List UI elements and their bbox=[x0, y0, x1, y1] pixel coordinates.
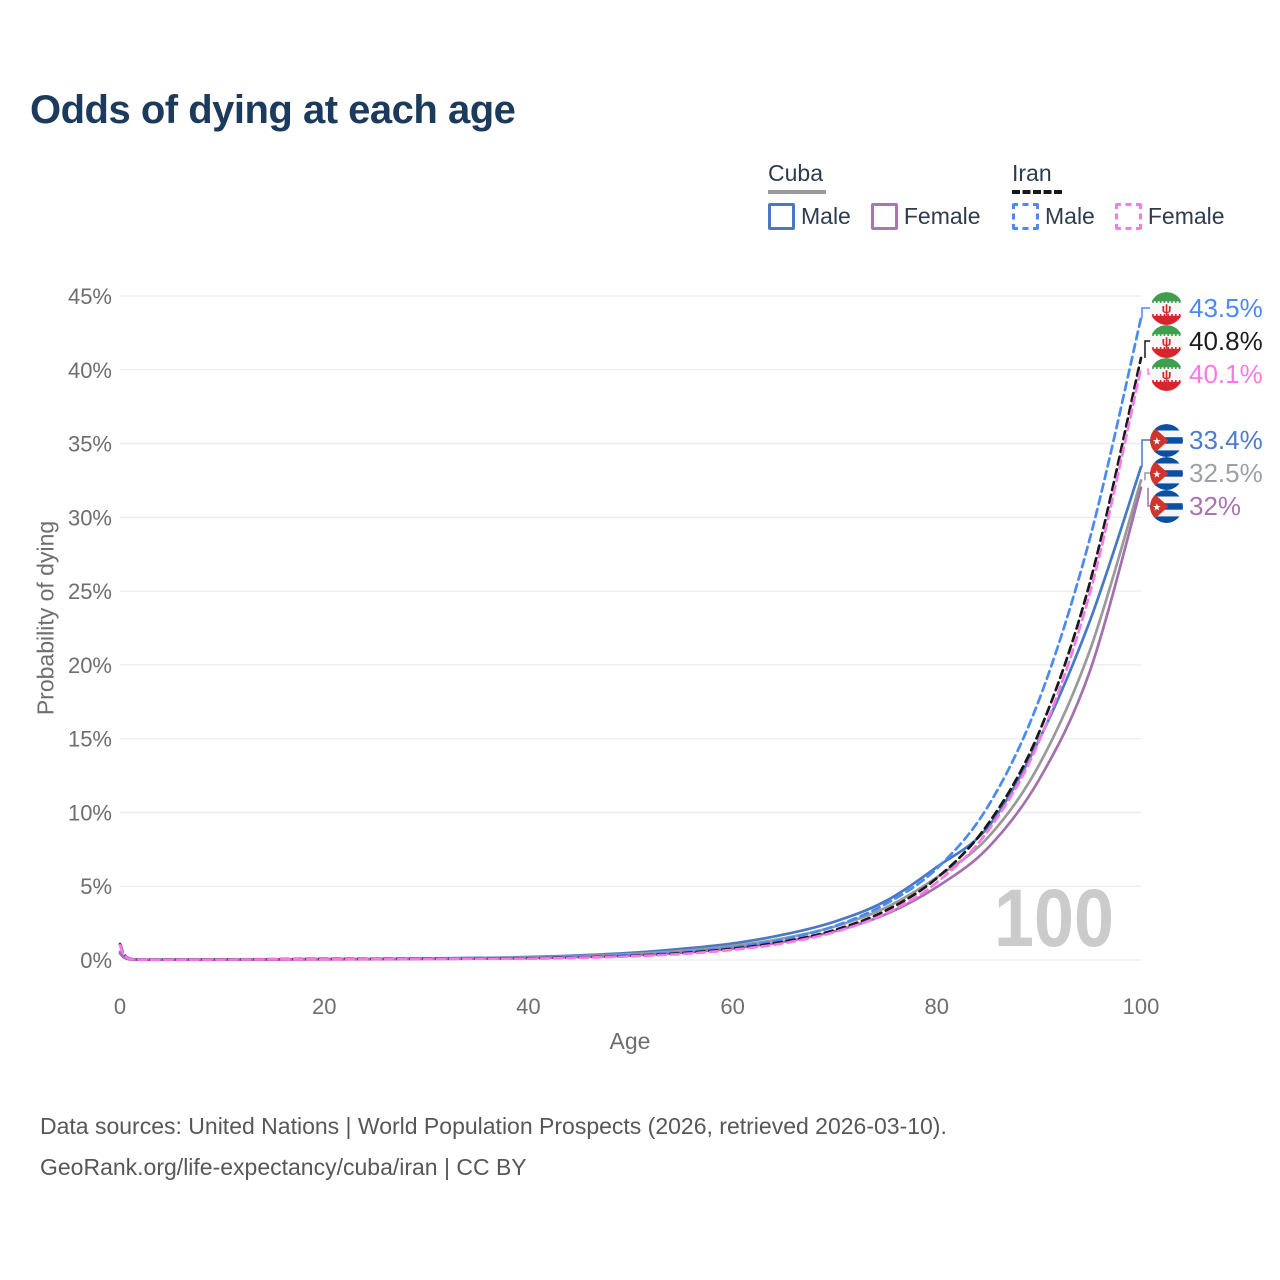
svg-text:ψ: ψ bbox=[1162, 367, 1172, 382]
x-tick-label: 80 bbox=[925, 994, 949, 1019]
y-axis-title: Probability of dying bbox=[32, 520, 59, 716]
svg-text:★: ★ bbox=[1152, 502, 1161, 513]
end-label-row[interactable]: ★ 32.5% bbox=[1150, 456, 1263, 490]
end-label-value: 32.5% bbox=[1189, 457, 1263, 488]
data-sources-line: Data sources: United Nations | World Pop… bbox=[40, 1113, 947, 1139]
legend-label: Male bbox=[801, 203, 851, 229]
end-label-row[interactable]: ψ 40.1% bbox=[1150, 357, 1263, 391]
y-tick-label: 40% bbox=[68, 358, 112, 383]
x-axis-title: Age bbox=[609, 1028, 651, 1054]
end-label-value: 40.1% bbox=[1189, 358, 1263, 389]
legend-item-iran-female[interactable]: Female bbox=[1114, 203, 1225, 230]
iran-flag-icon: ψ bbox=[1150, 291, 1183, 325]
x-tick-label: 100 bbox=[1123, 994, 1160, 1019]
svg-text:★: ★ bbox=[1152, 436, 1161, 447]
hovered-age-watermark: 100 bbox=[994, 873, 1114, 964]
series-line-iran-female[interactable] bbox=[118, 366, 1143, 961]
y-tick-label: 0% bbox=[80, 948, 112, 973]
cuba-male-swatch-icon bbox=[768, 203, 795, 230]
y-tick-label: 35% bbox=[68, 432, 112, 457]
series-line-iran-all[interactable] bbox=[118, 356, 1143, 961]
legend-group-iran: Iran Male Female bbox=[1012, 160, 1225, 230]
page-title: Odds of dying at each age bbox=[30, 88, 516, 132]
y-tick-label: 5% bbox=[80, 874, 112, 899]
legend-item-cuba-male[interactable]: Male bbox=[768, 203, 851, 230]
cuba-female-swatch-icon bbox=[870, 203, 898, 230]
end-label-value: 43.5% bbox=[1189, 292, 1263, 323]
series-line-cuba-female[interactable] bbox=[118, 486, 1143, 962]
end-label-row[interactable]: ψ 43.5% bbox=[1150, 291, 1263, 325]
legend-group-cuba: Cuba Male Female bbox=[768, 160, 981, 230]
iran-flag-icon: ψ bbox=[1150, 357, 1183, 391]
end-label-value: 40.8% bbox=[1189, 325, 1263, 356]
end-label-value: 33.4% bbox=[1189, 424, 1263, 455]
x-tick-label: 60 bbox=[720, 994, 744, 1019]
legend-label: Female bbox=[1147, 203, 1225, 229]
series-line-iran-male[interactable] bbox=[118, 316, 1143, 961]
attribution-line: GeoRank.org/life-expectancy/cuba/iran | … bbox=[40, 1154, 527, 1180]
legend-item-iran-male[interactable]: Male bbox=[1012, 203, 1095, 230]
legend-country-cuba[interactable]: Cuba bbox=[768, 160, 823, 186]
series-line-cuba-all[interactable] bbox=[118, 479, 1143, 962]
cuba-all-line-swatch bbox=[768, 190, 826, 194]
cuba-flag-icon: ★ bbox=[1150, 423, 1183, 457]
x-tick-label: 0 bbox=[114, 994, 126, 1019]
y-tick-label: 10% bbox=[68, 800, 112, 825]
svg-text:ψ: ψ bbox=[1162, 301, 1172, 316]
end-label-row[interactable]: ★ 33.4% bbox=[1150, 423, 1263, 457]
svg-text:ψ: ψ bbox=[1162, 334, 1172, 349]
iran-flag-icon: ψ bbox=[1150, 324, 1183, 358]
legend-label: Female bbox=[903, 203, 981, 229]
y-tick-label: 30% bbox=[68, 505, 112, 530]
svg-text:★: ★ bbox=[1152, 469, 1161, 480]
legend-label: Male bbox=[1045, 203, 1095, 229]
legend-country-iran[interactable]: Iran bbox=[1012, 160, 1052, 186]
legend-item-cuba-female[interactable]: Female bbox=[870, 203, 981, 230]
y-tick-label: 25% bbox=[68, 579, 112, 604]
cuba-flag-icon: ★ bbox=[1150, 456, 1183, 490]
iran-all-line-swatch bbox=[1012, 190, 1062, 194]
y-tick-label: 20% bbox=[68, 653, 112, 678]
end-label-value: 32% bbox=[1189, 490, 1242, 521]
x-tick-label: 20 bbox=[312, 994, 336, 1019]
iran-female-swatch-icon bbox=[1114, 203, 1142, 230]
y-tick-label: 15% bbox=[68, 727, 112, 752]
iran-male-swatch-icon bbox=[1012, 203, 1039, 230]
end-label-row[interactable]: ★ 32% bbox=[1150, 489, 1242, 523]
footer: Data sources: United Nations | World Pop… bbox=[40, 1106, 947, 1188]
y-tick-label: 45% bbox=[68, 284, 112, 309]
cuba-flag-icon: ★ bbox=[1150, 489, 1183, 523]
end-label-row[interactable]: ψ 40.8% bbox=[1150, 324, 1263, 358]
x-tick-label: 40 bbox=[516, 994, 540, 1019]
